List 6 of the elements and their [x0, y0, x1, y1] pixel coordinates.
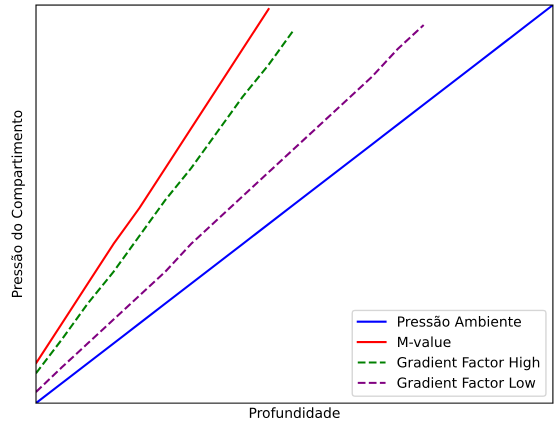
legend-label: Gradient Factor High	[397, 356, 540, 370]
legend-label: Pressão Ambiente	[398, 316, 521, 327]
y-axis-title: Pressão do Compartimento	[11, 110, 25, 298]
legend-label: Gradient Factor Low	[397, 377, 536, 388]
legend-label: M-value	[398, 336, 450, 348]
x-axis-title: Profundidade	[250, 407, 340, 418]
